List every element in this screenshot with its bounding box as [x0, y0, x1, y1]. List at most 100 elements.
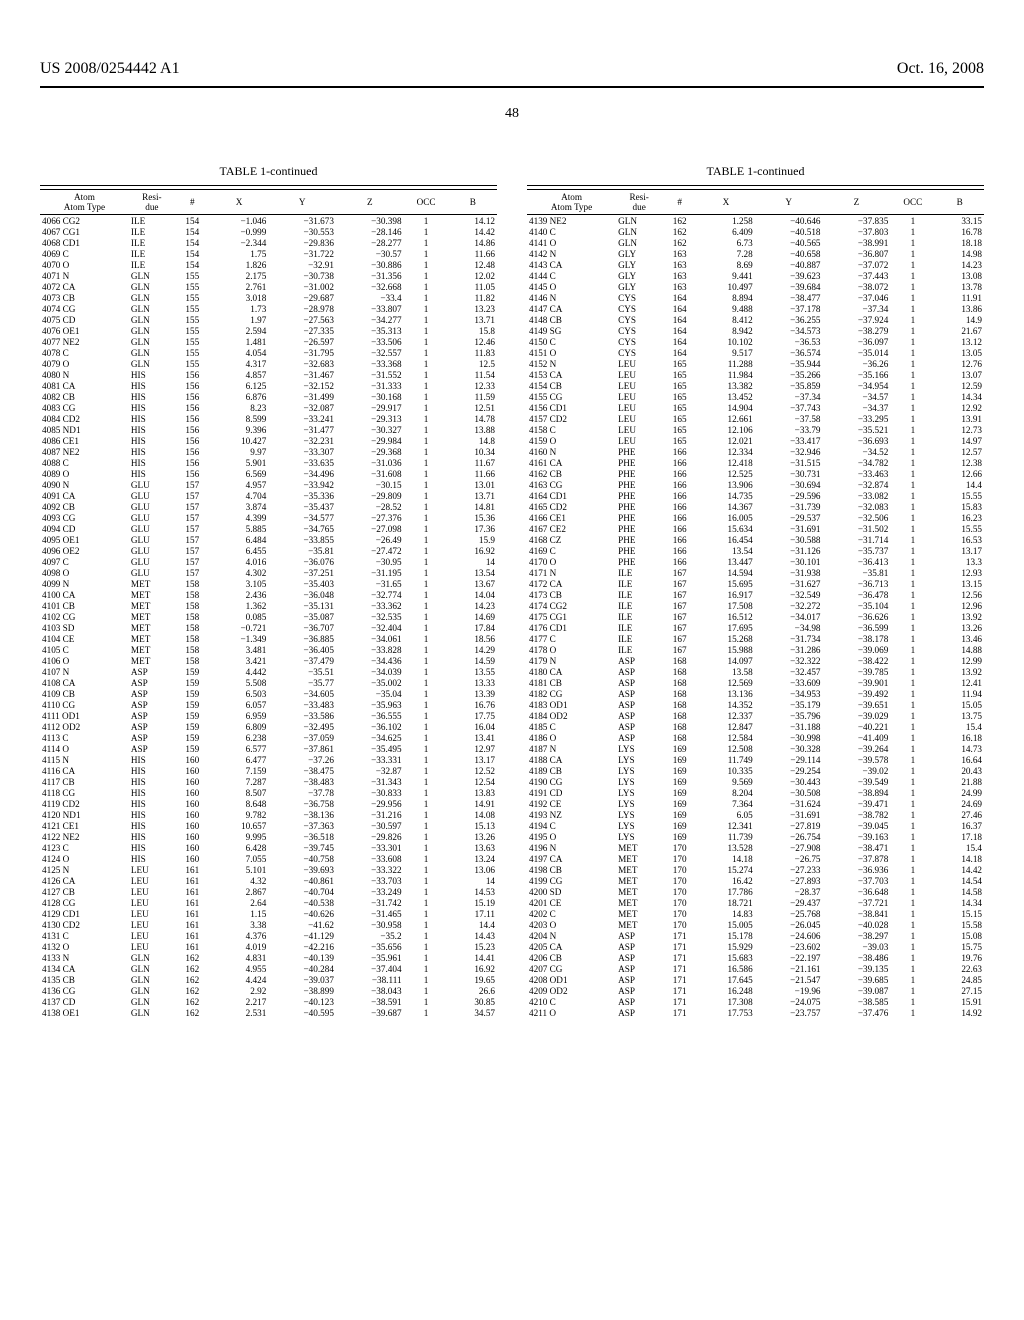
cell: 1.97: [210, 314, 269, 325]
cell: 167: [662, 589, 697, 600]
cell: −0.999: [210, 226, 269, 237]
cell: −38.899: [268, 985, 336, 996]
cell: 155: [175, 292, 210, 303]
cell: −24.075: [755, 996, 823, 1007]
cell: 4128 CG: [40, 897, 129, 908]
cell: −37.861: [268, 743, 336, 754]
cell: 15.8: [449, 325, 497, 336]
cell: 8.942: [697, 325, 755, 336]
cell: −28.277: [336, 237, 404, 248]
cell: −40.565: [755, 237, 823, 248]
cell: −38.591: [336, 996, 404, 1007]
cell: −27.893: [755, 875, 823, 886]
table-row: 4076 OE1GLN1552.594−27.335−35.313115.8: [40, 325, 497, 336]
cell: 163: [662, 248, 697, 259]
cell: 1.73: [210, 303, 269, 314]
cell: 1.75: [210, 248, 269, 259]
table-row: 4136 CGGLN1622.92−38.899−38.043126.6: [40, 985, 497, 996]
cell: GLY: [616, 248, 662, 259]
cell: HIS: [129, 380, 175, 391]
cell: −32.404: [336, 622, 404, 633]
cell: 14.9: [935, 314, 984, 325]
cell: −37.78: [268, 787, 336, 798]
cell: 162: [175, 952, 210, 963]
cell: −36.713: [823, 578, 891, 589]
cell: HIS: [129, 820, 175, 831]
table-row: 4079 OGLN1554.317−32.683−33.368112.5: [40, 358, 497, 369]
cell: 11.984: [697, 369, 755, 380]
cell: 4.957: [210, 479, 269, 490]
cell: 4067 CG1: [40, 226, 129, 237]
cell: 155: [175, 358, 210, 369]
cell: 1: [890, 919, 935, 930]
cell: 4094 CD: [40, 523, 129, 534]
cell: CYS: [616, 303, 662, 314]
cell: 4164 CD1: [527, 490, 616, 501]
cell: −32.457: [755, 666, 823, 677]
cell: −34.98: [755, 622, 823, 633]
cell: 4194 C: [527, 820, 616, 831]
cell: ASP: [616, 974, 662, 985]
cell: 4.857: [210, 369, 269, 380]
cell: −34.625: [336, 732, 404, 743]
cell: −38.111: [336, 974, 404, 985]
cell: 1: [890, 435, 935, 446]
cell: −30.597: [336, 820, 404, 831]
cell: 1: [890, 314, 935, 325]
cell: −31.216: [336, 809, 404, 820]
cell: −31.691: [755, 809, 823, 820]
cell: 157: [175, 534, 210, 545]
cell: PHE: [616, 556, 662, 567]
cell: 1: [404, 369, 449, 380]
cell: −30.886: [336, 259, 404, 270]
cell: −35.961: [336, 952, 404, 963]
table-row: 4084 CD2HIS1568.599−33.241−29.313114.78: [40, 413, 497, 424]
cell: 4077 NE2: [40, 336, 129, 347]
cell: 12.334: [697, 446, 755, 457]
cell: 19.76: [935, 952, 984, 963]
cell: 159: [175, 666, 210, 677]
cell: 3.481: [210, 644, 269, 655]
cell: −42.216: [268, 941, 336, 952]
cell: −40.518: [755, 226, 823, 237]
cell: −35.336: [268, 490, 336, 501]
cell: ILE: [129, 215, 175, 227]
cell: −36.102: [336, 721, 404, 732]
cell: 4083 CG: [40, 402, 129, 413]
cell: 165: [662, 358, 697, 369]
cell: −29.114: [755, 754, 823, 765]
table-row: 4192 CELYS1697.364−31.624−39.471124.69: [527, 798, 984, 809]
cell: −29.956: [336, 798, 404, 809]
cell: 1.258: [697, 215, 755, 227]
cell: 4155 CG: [527, 391, 616, 402]
cell: 5.508: [210, 677, 269, 688]
cell: 13.86: [935, 303, 984, 314]
cell: 2.64: [210, 897, 269, 908]
cell: ASP: [616, 721, 662, 732]
cell: 6.455: [210, 545, 269, 556]
cell: 1: [404, 501, 449, 512]
cell: −24.606: [755, 930, 823, 941]
cell: 1: [890, 369, 935, 380]
cell: 13.78: [935, 281, 984, 292]
cell: LEU: [616, 413, 662, 424]
cell: −32.946: [755, 446, 823, 457]
cell: 12.33: [449, 380, 497, 391]
cell: 2.867: [210, 886, 269, 897]
cell: 161: [175, 941, 210, 952]
table-row: 4093 CGGLU1574.399−34.577−27.376115.36: [40, 512, 497, 523]
table-row: 4089 OHIS1566.569−34.496−31.608111.66: [40, 468, 497, 479]
cell: 162: [175, 985, 210, 996]
cell: 8.648: [210, 798, 269, 809]
cell: 161: [175, 864, 210, 875]
cell: 14.81: [449, 501, 497, 512]
cell: 154: [175, 237, 210, 248]
cell: 12.38: [935, 457, 984, 468]
cell: 1: [890, 237, 935, 248]
cell: 14.41: [449, 952, 497, 963]
table-row: 4067 CG1ILE154−0.999−30.553−28.146114.42: [40, 226, 497, 237]
cell: 158: [175, 589, 210, 600]
cell: 168: [662, 655, 697, 666]
cell: 1: [890, 886, 935, 897]
cell: −40.139: [268, 952, 336, 963]
